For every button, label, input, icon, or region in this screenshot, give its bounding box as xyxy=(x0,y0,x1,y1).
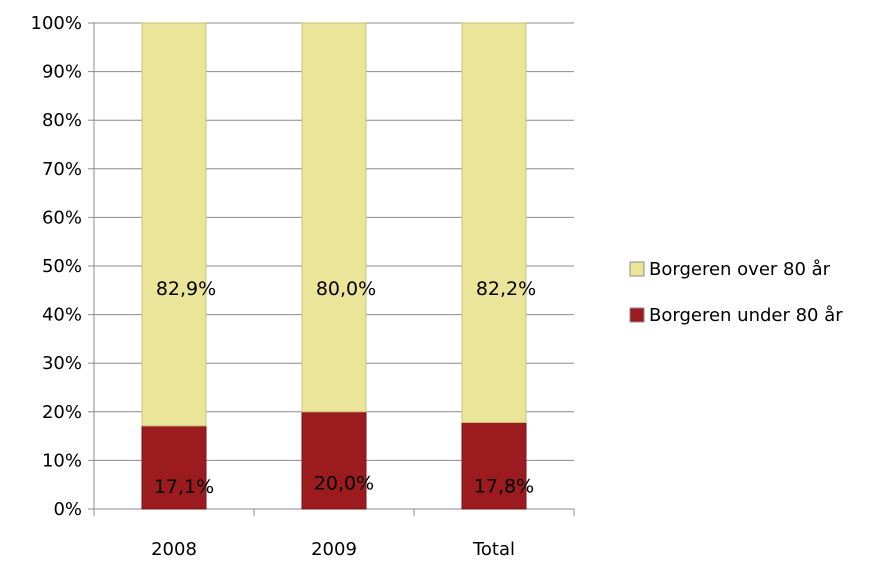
bar-segment xyxy=(141,22,207,427)
y-tick-label: 80% xyxy=(42,110,82,131)
legend-swatch xyxy=(629,261,645,277)
data-label: 17,1% xyxy=(154,476,214,498)
y-tick-label: 30% xyxy=(42,353,82,374)
data-labels: 17,1% 82,9% 20,0% 80,0% 17,8% 82,2% xyxy=(154,278,536,498)
data-label: 82,9% xyxy=(156,278,216,300)
x-tick-label: 2008 xyxy=(151,539,197,560)
legend-label: Borgeren over 80 år xyxy=(649,259,831,280)
bar-segment xyxy=(301,22,367,413)
bar-segment xyxy=(141,425,207,510)
x-tick-label: Total xyxy=(472,539,515,560)
y-tick-label: 20% xyxy=(42,402,82,423)
legend: Borgeren over 80 år Borgeren under 80 år xyxy=(629,259,843,326)
legend-item: Borgeren under 80 år xyxy=(629,305,843,326)
legend-swatch xyxy=(629,307,645,323)
y-tick-label: 60% xyxy=(42,207,82,228)
x-tick-label: 2009 xyxy=(311,539,357,560)
y-tick-label: 10% xyxy=(42,450,82,471)
bar-segment xyxy=(301,411,367,510)
legend-item: Borgeren over 80 år xyxy=(629,259,831,280)
axes: 0% 10% 20% 30% 40% 50% 60% 70% 80% 90% 100% 2008 200… xyxy=(31,13,575,560)
y-tick-label: 100% xyxy=(31,13,82,34)
y-tick-label: 0% xyxy=(53,499,82,520)
bars xyxy=(141,22,527,510)
y-tick-label: 70% xyxy=(42,159,82,180)
y-tick-label: 40% xyxy=(42,305,82,326)
y-tick-label: 90% xyxy=(42,62,82,83)
legend-label: Borgeren under 80 år xyxy=(649,305,843,326)
data-label: 20,0% xyxy=(314,473,374,495)
data-label: 82,2% xyxy=(476,278,536,300)
bar-segment xyxy=(461,22,527,423)
data-label: 80,0% xyxy=(316,278,376,300)
y-tick-label: 50% xyxy=(42,256,82,277)
bar-segment xyxy=(461,421,527,510)
data-label: 17,8% xyxy=(474,475,534,497)
